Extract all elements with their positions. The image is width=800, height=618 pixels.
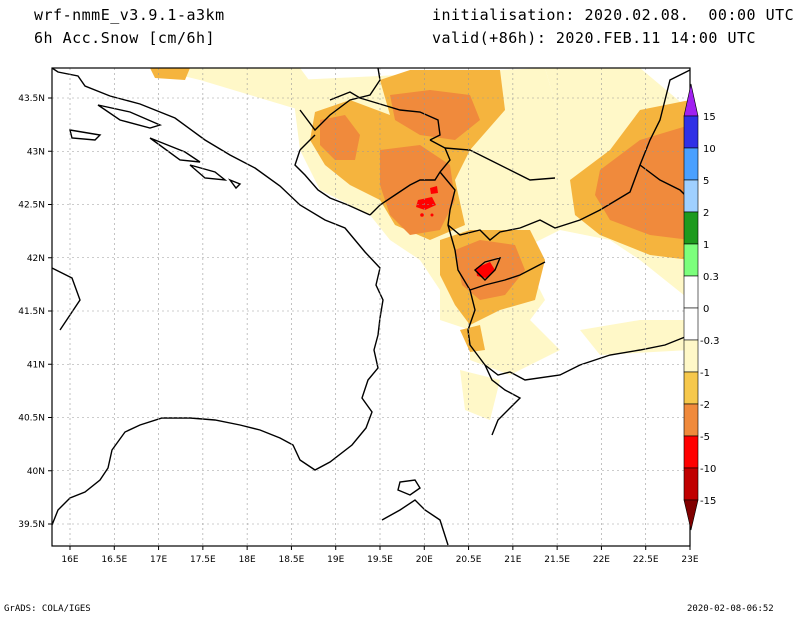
colorbar-swatch — [683, 467, 699, 501]
lon-label: 22.5E — [633, 555, 659, 565]
colorbar-label: 1 — [703, 240, 709, 251]
lon-labels: 16E 16.5E 17E 17.5E 18E 18.5E 19E 19.5E 20E 20.5E… — [61, 555, 698, 565]
lon-label: 19E — [327, 555, 344, 565]
colorbar-label: -10 — [700, 464, 716, 475]
lon-label: 19.5E — [367, 555, 393, 565]
colorbar-label: 0 — [703, 304, 709, 315]
lon-label: 21E — [504, 555, 521, 565]
lat-label: 40.5N — [18, 414, 45, 424]
colorbar-label: 5 — [703, 176, 709, 187]
colorbar-top-arrow — [683, 83, 699, 117]
axis-ticks — [48, 97, 691, 550]
variable-title: 6h Acc.Snow [cm/6h] — [34, 29, 216, 47]
graticule — [52, 68, 691, 546]
footer-timestamp: 2020-02-08-06:52 — [687, 604, 774, 614]
lon-label: 23E — [681, 555, 698, 565]
lon-label: 18.5E — [279, 555, 305, 565]
lat-label: 43.5N — [18, 94, 45, 104]
colorbar-swatch — [683, 243, 699, 277]
colorbar-label: -0.3 — [700, 336, 720, 347]
lon-label: 17.5E — [190, 555, 216, 565]
lat-label: 42N — [27, 254, 45, 264]
lat-label: 41.5N — [18, 307, 45, 317]
colorbar-label: 0.3 — [703, 272, 719, 283]
lat-labels: 43.5N 43N 42.5N 42N 41.5N 41N 40.5N 40N 39.5N — [18, 94, 45, 530]
lon-label: 22E — [593, 555, 610, 565]
colorbar-label: -1 — [700, 368, 710, 379]
colorbar-label: -5 — [700, 432, 710, 443]
colorbar-swatch — [683, 211, 699, 245]
colorbar-swatch — [683, 435, 699, 469]
colorbar: 15 10 5 2 1 0.3 0 -0.3 -1 -2 -5 -10 -15 — [683, 83, 720, 531]
colorbar-swatch — [683, 307, 699, 341]
lon-label: 18E — [239, 555, 256, 565]
lat-label: 43N — [27, 147, 45, 157]
valid-time: valid(+86h): 2020.FEB.11 14:00 UTC — [432, 29, 757, 47]
lat-label: 40N — [27, 467, 45, 477]
colorbar-swatch — [683, 339, 699, 373]
init-time: initialisation: 2020.02.08. 00:00 UTC — [432, 6, 795, 24]
colorbar-label: -15 — [700, 496, 716, 507]
footer-software: GrADS: COLA/IGES — [4, 604, 91, 614]
colorbar-swatch — [683, 275, 699, 309]
colorbar-label: 2 — [703, 208, 709, 219]
colorbar-label: 15 — [703, 112, 716, 123]
lon-label: 21.5E — [544, 555, 570, 565]
snow-shading — [150, 68, 690, 420]
model-title: wrf-nmmE_v3.9.1-a3km — [34, 6, 225, 24]
lon-label: 20.5E — [456, 555, 482, 565]
colorbar-swatch — [683, 179, 699, 213]
lon-label: 17E — [150, 555, 167, 565]
colorbar-label: 10 — [703, 144, 716, 155]
lon-label: 16E — [61, 555, 78, 565]
lon-label: 20E — [416, 555, 433, 565]
lon-label: 16.5E — [101, 555, 127, 565]
colorbar-swatch — [683, 115, 699, 149]
colorbar-bottom-arrow — [683, 499, 699, 531]
colorbar-swatch — [683, 403, 699, 437]
lat-label: 42.5N — [18, 201, 45, 211]
colorbar-swatch — [683, 371, 699, 405]
lat-label: 41N — [27, 360, 45, 370]
colorbar-swatch — [683, 147, 699, 181]
lat-label: 39.5N — [18, 520, 45, 530]
colorbar-label: -2 — [700, 400, 710, 411]
